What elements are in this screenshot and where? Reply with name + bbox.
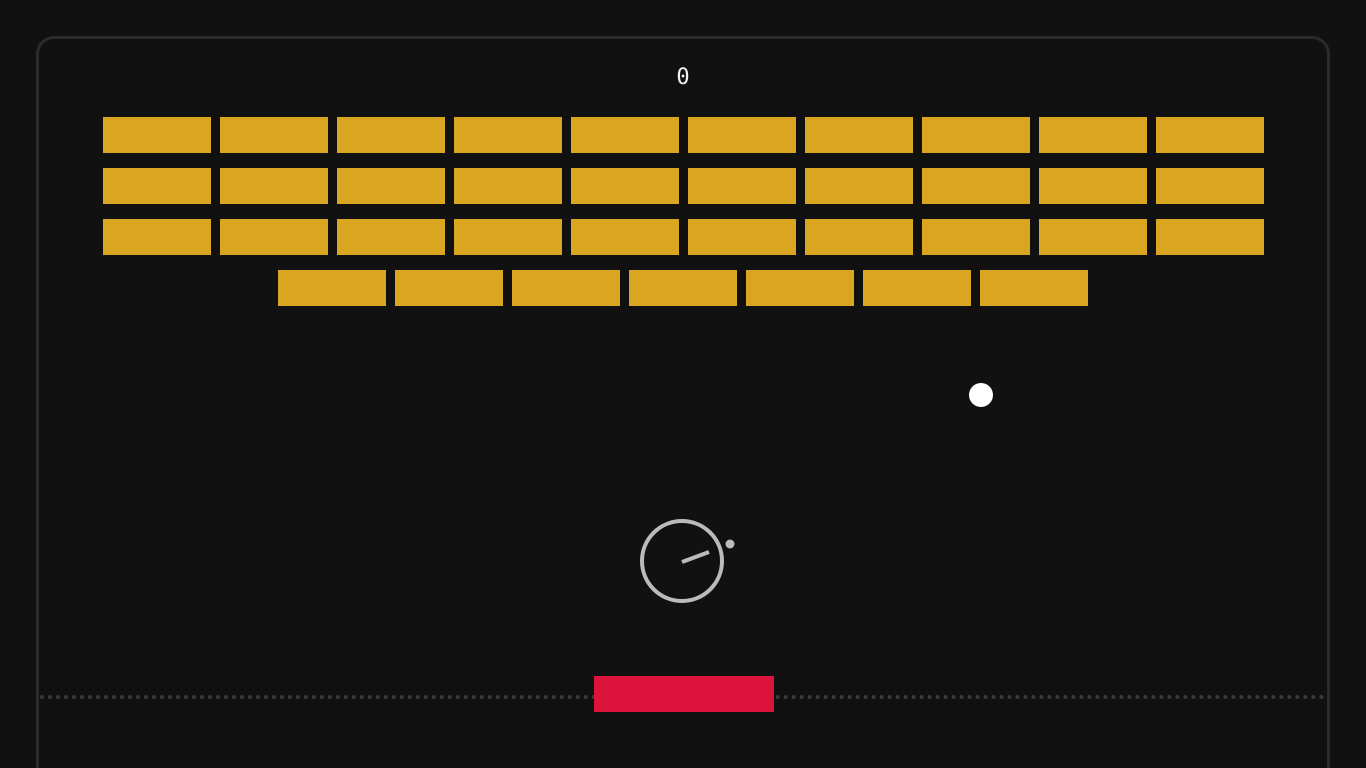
brick bbox=[805, 168, 913, 204]
brick bbox=[863, 270, 971, 306]
brick bbox=[922, 117, 1030, 153]
brick bbox=[1039, 219, 1147, 255]
brick bbox=[688, 219, 796, 255]
brick bbox=[220, 117, 328, 153]
brick bbox=[571, 117, 679, 153]
brick bbox=[1156, 219, 1264, 255]
brick bbox=[688, 117, 796, 153]
brick bbox=[103, 219, 211, 255]
brick bbox=[922, 168, 1030, 204]
brick bbox=[805, 117, 913, 153]
brick bbox=[512, 270, 620, 306]
brick bbox=[746, 270, 854, 306]
brick bbox=[337, 168, 445, 204]
brick bbox=[629, 270, 737, 306]
ball bbox=[969, 383, 993, 407]
brick bbox=[337, 117, 445, 153]
play-area-frame bbox=[36, 36, 1330, 768]
brick bbox=[1156, 117, 1264, 153]
brick bbox=[688, 168, 796, 204]
brick bbox=[1039, 168, 1147, 204]
brick bbox=[571, 219, 679, 255]
brick bbox=[220, 219, 328, 255]
score-display: 0 bbox=[676, 65, 690, 90]
brick bbox=[1039, 117, 1147, 153]
brick bbox=[454, 168, 562, 204]
brick bbox=[571, 168, 679, 204]
brick bbox=[103, 168, 211, 204]
brick bbox=[980, 270, 1088, 306]
paddle[interactable] bbox=[594, 676, 774, 712]
brick bbox=[337, 219, 445, 255]
brick bbox=[454, 219, 562, 255]
brick bbox=[278, 270, 386, 306]
brick bbox=[922, 219, 1030, 255]
brick bbox=[220, 168, 328, 204]
brick bbox=[1156, 168, 1264, 204]
brick bbox=[805, 219, 913, 255]
timer-icon bbox=[640, 519, 735, 603]
brick bbox=[395, 270, 503, 306]
brick bbox=[454, 117, 562, 153]
brick bbox=[103, 117, 211, 153]
